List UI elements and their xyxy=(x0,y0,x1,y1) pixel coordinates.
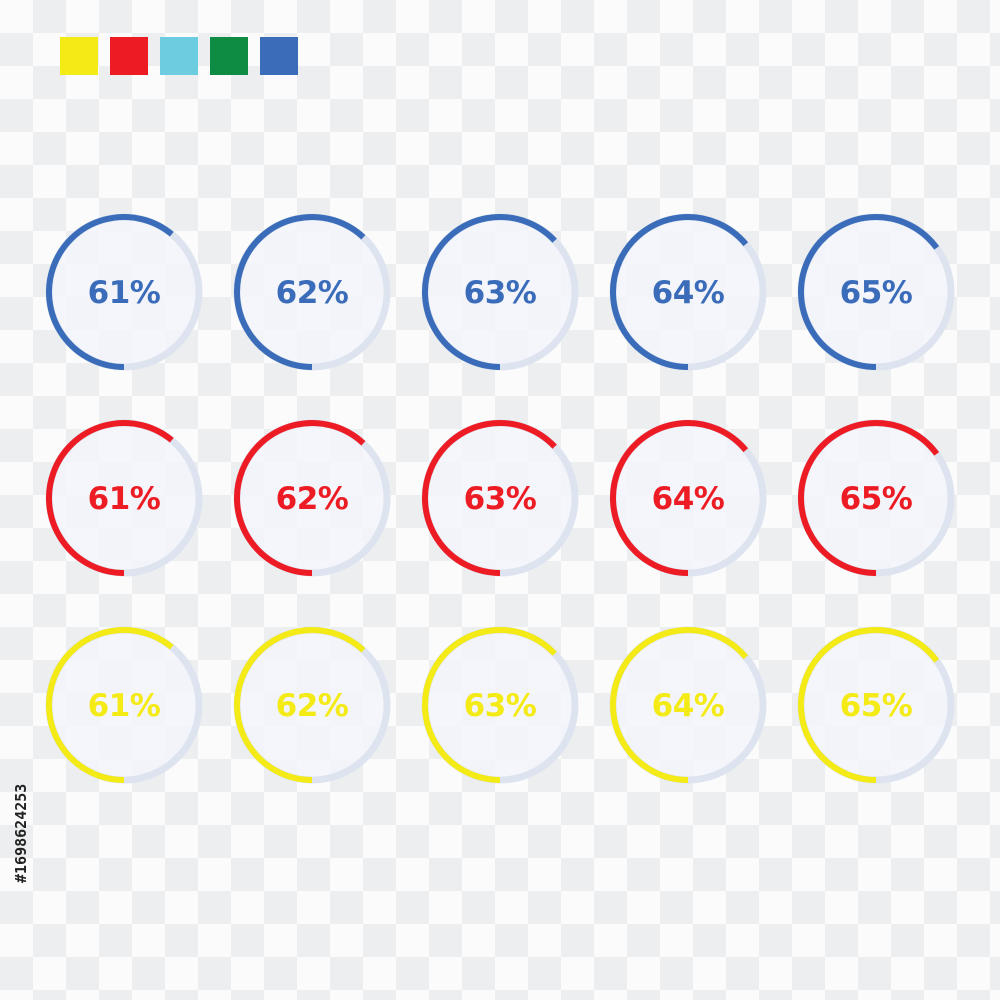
color-swatch-4 xyxy=(210,37,248,75)
ring-percent-label: 62% xyxy=(276,275,349,311)
ring-inner-fill xyxy=(52,633,196,777)
ring-percent-label: 61% xyxy=(88,481,161,517)
ring-progress-arc xyxy=(610,420,749,576)
ring-progress-arc xyxy=(46,214,174,370)
ring-inner-fill xyxy=(804,426,948,570)
progress-ring-blue-64: 64% xyxy=(609,213,767,371)
ring-progress-arc xyxy=(798,627,940,783)
ring-progress-arc xyxy=(422,420,557,576)
progress-ring-yellow-61: 61% xyxy=(45,626,203,784)
ring-percent-label: 62% xyxy=(276,481,349,517)
ring-inner-fill xyxy=(616,220,760,364)
progress-ring-yellow-62: 62% xyxy=(233,626,391,784)
ring-percent-label: 63% xyxy=(464,275,537,311)
ring-inner-fill xyxy=(804,633,948,777)
progress-ring-red-64: 64% xyxy=(609,419,767,577)
progress-ring-blue-62: 62% xyxy=(233,213,391,371)
progress-ring-red-63: 63% xyxy=(421,419,579,577)
ring-progress-arc xyxy=(422,214,557,370)
ring-progress-arc xyxy=(610,627,749,783)
progress-ring-red-62: 62% xyxy=(233,419,391,577)
image-id-text: #1698624253 xyxy=(12,783,30,883)
ring-inner-fill xyxy=(804,220,948,364)
ring-percent-label: 65% xyxy=(840,481,913,517)
progress-ring-blue-61: 61% xyxy=(45,213,203,371)
ring-progress-arc xyxy=(46,420,174,576)
ring-progress-arc xyxy=(234,627,366,783)
progress-ring-blue-65: 65% xyxy=(797,213,955,371)
ring-inner-fill xyxy=(616,426,760,570)
ring-inner-fill xyxy=(428,220,572,364)
ring-percent-label: 64% xyxy=(652,481,725,517)
ring-percent-label: 64% xyxy=(652,275,725,311)
ring-progress-arc xyxy=(234,214,366,370)
ring-percent-label: 61% xyxy=(88,275,161,311)
progress-ring-blue-63: 63% xyxy=(421,213,579,371)
ring-inner-fill xyxy=(52,426,196,570)
ring-percent-label: 63% xyxy=(464,481,537,517)
ring-progress-arc xyxy=(234,420,366,576)
progress-ring-yellow-65: 65% xyxy=(797,626,955,784)
color-swatch-5 xyxy=(260,37,298,75)
color-swatch-1 xyxy=(60,37,98,75)
ring-percent-label: 62% xyxy=(276,688,349,724)
color-palette xyxy=(60,37,298,75)
ring-inner-fill xyxy=(428,633,572,777)
color-swatch-3 xyxy=(160,37,198,75)
ring-progress-arc xyxy=(610,214,749,370)
ring-progress-arc xyxy=(798,420,940,576)
ring-percent-label: 64% xyxy=(652,688,725,724)
ring-inner-fill xyxy=(616,633,760,777)
progress-ring-red-65: 65% xyxy=(797,419,955,577)
ring-inner-fill xyxy=(240,220,384,364)
progress-ring-red-61: 61% xyxy=(45,419,203,577)
ring-percent-label: 61% xyxy=(88,688,161,724)
ring-percent-label: 63% xyxy=(464,688,537,724)
ring-percent-label: 65% xyxy=(840,688,913,724)
progress-ring-yellow-64: 64% xyxy=(609,626,767,784)
ring-percent-label: 65% xyxy=(840,275,913,311)
color-swatch-2 xyxy=(110,37,148,75)
progress-ring-yellow-63: 63% xyxy=(421,626,579,784)
ring-progress-arc xyxy=(422,627,557,783)
ring-inner-fill xyxy=(52,220,196,364)
ring-progress-arc xyxy=(46,627,174,783)
ring-inner-fill xyxy=(428,426,572,570)
ring-inner-fill xyxy=(240,633,384,777)
ring-progress-arc xyxy=(798,214,940,370)
ring-inner-fill xyxy=(240,426,384,570)
